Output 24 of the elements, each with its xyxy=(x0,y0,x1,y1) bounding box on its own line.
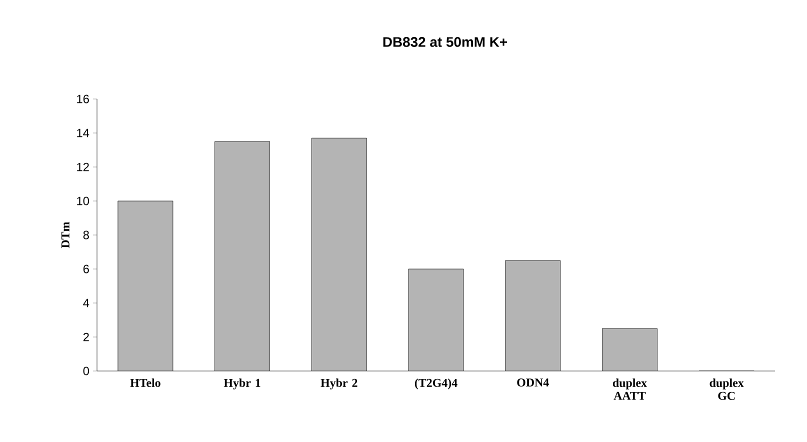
y-tick-label: 2 xyxy=(83,332,89,342)
y-tick-label: 6 xyxy=(83,264,89,274)
x-tick-label: (T2G4)4 xyxy=(414,378,458,390)
bar xyxy=(312,138,367,371)
y-tick-label: 0 xyxy=(83,366,90,376)
x-tick-label: duplex AATT xyxy=(612,378,647,400)
bar xyxy=(118,200,173,371)
y-tick-label: 12 xyxy=(77,162,89,172)
bar xyxy=(602,328,658,371)
bar xyxy=(408,269,464,371)
x-tick-label: Hybr 1 xyxy=(224,378,260,390)
y-tick-label: 16 xyxy=(77,94,89,104)
chart-title: DB832 at 50mM K+ xyxy=(383,37,508,47)
x-tick-label: Hybr 2 xyxy=(320,378,358,390)
y-tick-label: 14 xyxy=(77,128,90,138)
y-tick-label: 4 xyxy=(83,298,90,308)
x-tick-label: HTelo xyxy=(130,378,160,387)
y-tick-label: 10 xyxy=(77,196,90,206)
x-tick-label: ODN4 xyxy=(517,378,549,387)
bar xyxy=(214,141,270,371)
y-axis-title: DTm xyxy=(61,222,70,248)
bar xyxy=(505,260,560,371)
y-tick-label: 8 xyxy=(83,230,89,240)
x-tick-label: duplex GC xyxy=(710,378,744,400)
